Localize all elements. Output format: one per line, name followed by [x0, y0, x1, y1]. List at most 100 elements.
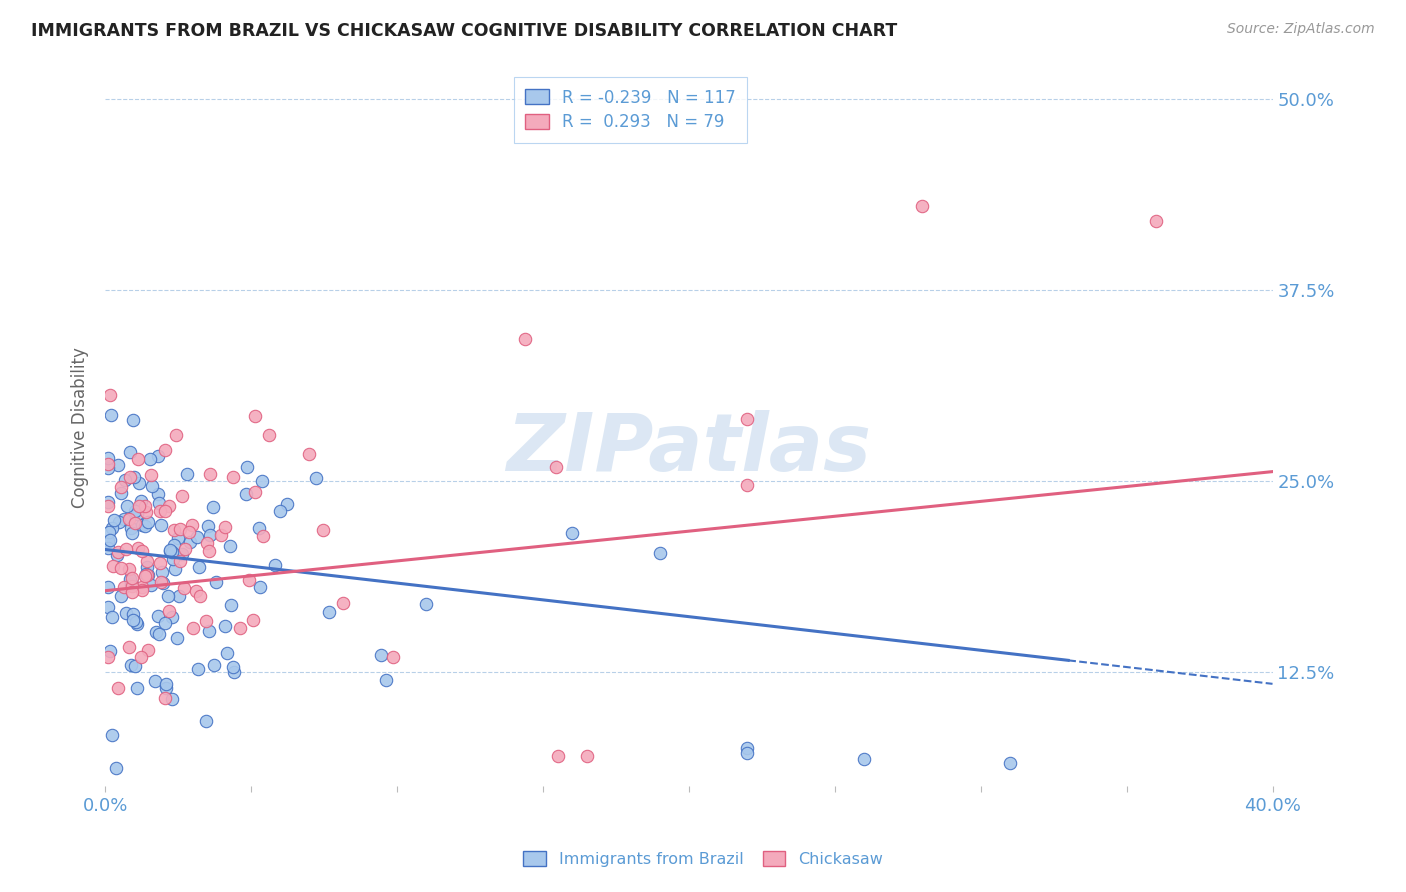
Point: [375, 673, 398, 687]
Point: [264, 558, 287, 573]
Point: [135, 560, 157, 574]
Point: [852, 752, 875, 766]
Point: [173, 542, 195, 557]
Point: [128, 499, 150, 513]
Point: [169, 554, 191, 568]
Point: [139, 467, 162, 482]
Point: [105, 548, 128, 562]
Point: [107, 458, 129, 473]
Point: [201, 500, 224, 514]
Point: [257, 427, 280, 442]
Point: [112, 580, 135, 594]
Point: [312, 523, 335, 537]
Point: [167, 590, 190, 604]
Point: [214, 520, 236, 534]
Point: [120, 445, 142, 459]
Point: [195, 615, 218, 629]
Point: [120, 657, 142, 672]
Point: [236, 459, 259, 474]
Point: [115, 607, 138, 621]
Point: [127, 541, 149, 555]
Point: [547, 748, 569, 763]
Point: [121, 571, 143, 585]
Point: [121, 578, 143, 592]
Point: [155, 681, 177, 695]
Point: [176, 467, 198, 482]
Point: [103, 513, 125, 527]
Y-axis label: Cognitive Disability: Cognitive Disability: [72, 347, 89, 508]
Point: [159, 543, 181, 558]
Point: [153, 616, 176, 631]
Point: [97, 457, 120, 471]
Point: [103, 558, 125, 573]
Point: [110, 589, 132, 603]
Point: [122, 412, 145, 426]
Point: [515, 332, 537, 346]
Point: [97, 525, 120, 540]
Point: [110, 486, 132, 500]
Point: [153, 691, 176, 706]
Point: [735, 746, 758, 760]
Point: [197, 544, 219, 558]
Point: [131, 543, 153, 558]
Point: [217, 646, 239, 660]
Point: [122, 614, 145, 628]
Point: [276, 497, 298, 511]
Point: [120, 520, 142, 534]
Point: [136, 554, 159, 568]
Point: [120, 577, 142, 591]
Point: [149, 504, 172, 518]
Point: [134, 499, 156, 513]
Point: [118, 470, 141, 484]
Point: [146, 609, 169, 624]
Point: [219, 540, 242, 554]
Point: [135, 567, 157, 582]
Point: [143, 673, 166, 688]
Point: [110, 561, 132, 575]
Point: [228, 621, 250, 635]
Point: [101, 728, 124, 742]
Point: [107, 544, 129, 558]
Point: [107, 681, 129, 695]
Point: [249, 580, 271, 594]
Text: ZIPatlas: ZIPatlas: [506, 409, 872, 488]
Point: [136, 642, 159, 657]
Point: [202, 658, 225, 673]
Point: [181, 518, 204, 533]
Point: [146, 487, 169, 501]
Point: [911, 199, 934, 213]
Point: [110, 480, 132, 494]
Point: [166, 631, 188, 645]
Point: [148, 496, 170, 510]
Point: [167, 531, 190, 545]
Point: [97, 580, 120, 594]
Point: [121, 577, 143, 591]
Point: [97, 450, 120, 465]
Point: [235, 487, 257, 501]
Point: [735, 741, 758, 756]
Point: [150, 565, 173, 579]
Point: [211, 528, 233, 542]
Point: [118, 640, 141, 655]
Point: [134, 568, 156, 582]
Point: [160, 545, 183, 559]
Point: [101, 521, 124, 535]
Point: [243, 409, 266, 423]
Point: [561, 525, 583, 540]
Point: [305, 471, 328, 485]
Point: [97, 541, 120, 555]
Point: [127, 616, 149, 631]
Point: [153, 504, 176, 518]
Point: [139, 578, 162, 592]
Point: [269, 504, 291, 518]
Point: [98, 533, 121, 547]
Point: [148, 626, 170, 640]
Point: [186, 530, 208, 544]
Point: [97, 499, 120, 513]
Point: [160, 609, 183, 624]
Point: [100, 408, 122, 422]
Point: [205, 574, 228, 589]
Point: [195, 714, 218, 729]
Point: [101, 610, 124, 624]
Point: [118, 562, 141, 576]
